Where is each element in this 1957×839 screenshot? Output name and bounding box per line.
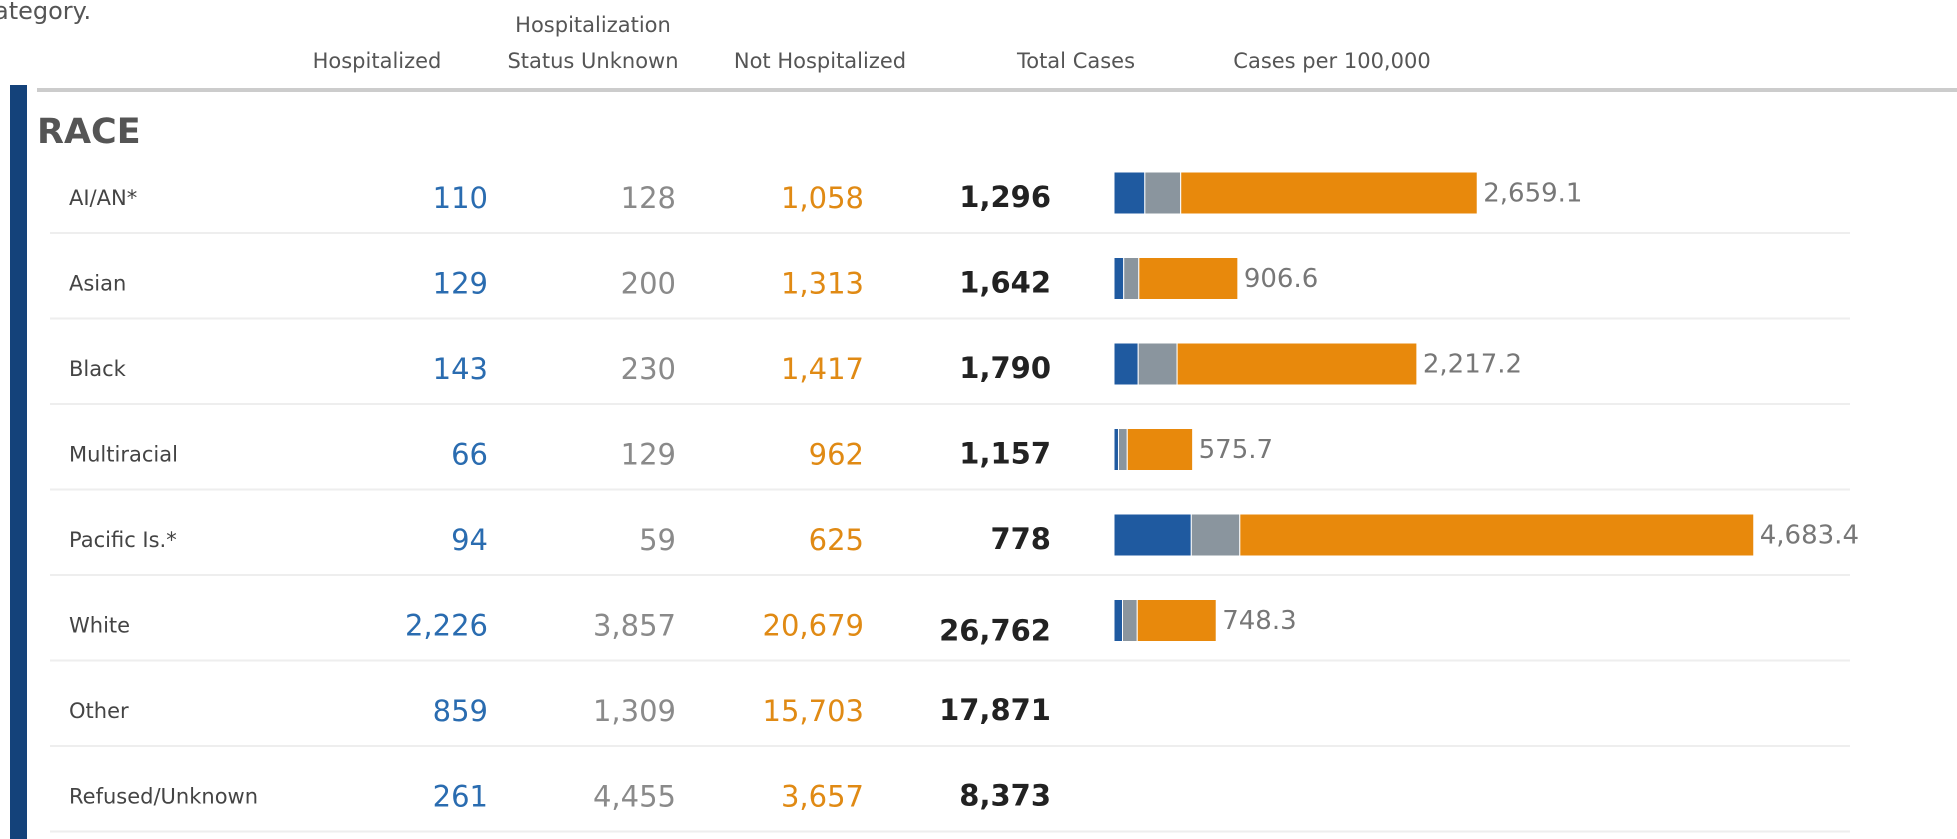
count-value: 4,455 [593,780,676,814]
count-value: 143 [433,352,488,386]
row-label: Refused/Unknown [69,785,258,809]
rate-label: 4,683.4 [1760,521,1859,551]
rate-label: 748.3 [1222,606,1296,636]
count-value: 1,313 [781,267,864,301]
bar-segment [1239,513,1755,557]
bar-segment [1176,342,1418,386]
bar-segment [1113,428,1119,471]
total-value: 778 [990,522,1051,556]
count-value: 129 [621,438,676,472]
bar-segment [1123,257,1140,300]
rate-label: 906.6 [1244,264,1318,294]
bar-segment [1113,171,1146,215]
count-value: 200 [621,267,676,301]
count-value: 129 [433,267,488,301]
total-value: 1,296 [959,180,1051,214]
row-label: AI/AN* [69,186,137,210]
rate-label: 2,659.1 [1483,179,1582,209]
section-accent [10,85,27,839]
count-value: 66 [451,438,488,472]
column-header: Not Hospitalized [733,49,907,73]
bar-segment [1113,599,1124,642]
count-value: 1,309 [593,694,676,728]
total-value: 1,790 [959,351,1051,385]
count-value: 2,226 [405,609,488,643]
count-value: 261 [433,780,488,814]
bar-segment [1117,428,1128,471]
rate-label: 575.7 [1199,435,1273,465]
section-title: RACE [37,112,141,152]
row-label: White [69,614,130,638]
column-header: Hospitalized [312,49,442,73]
count-value: 20,679 [763,609,864,643]
bar-segment [1180,171,1478,215]
row-label: Pacific Is.* [69,528,177,552]
total-value: 26,762 [939,614,1051,648]
row-label: Asian [69,272,126,296]
total-value: 8,373 [959,779,1051,813]
count-value: 110 [433,181,488,215]
column-header: Cases per 100,000 [1233,49,1431,73]
bar-segment [1113,257,1125,300]
bar-segment [1144,171,1182,215]
total-value: 1,642 [959,266,1051,300]
count-value: 15,703 [763,694,864,728]
intro-text: ategory. [0,0,91,25]
count-value: 3,657 [781,780,864,814]
count-value: 859 [433,694,488,728]
row-label: Multiracial [69,443,178,467]
row-label: Black [69,357,127,381]
bar-segment [1136,599,1217,642]
count-value: 3,857 [593,609,676,643]
bar-segment [1138,257,1239,300]
rate-label: 2,217.2 [1423,350,1522,380]
total-value: 17,871 [939,693,1051,727]
column-header: Hospitalization Status Unknown [507,13,679,73]
bar-segment [1126,428,1194,471]
bar-segment [1137,342,1178,386]
count-value: 1,417 [781,352,864,386]
bar-segment [1113,513,1192,557]
count-value: 128 [621,181,676,215]
count-value: 230 [621,352,676,386]
count-value: 962 [809,438,864,472]
total-value: 1,157 [959,437,1051,471]
column-header: Total Cases [1016,49,1136,73]
count-value: 1,058 [781,181,864,215]
bar-segment [1122,599,1138,642]
count-value: 59 [639,523,676,557]
bar-segment [1113,342,1139,386]
row-label: Other [69,699,129,723]
bar-segment [1190,513,1241,557]
count-value: 625 [809,523,864,557]
count-value: 94 [451,523,488,557]
